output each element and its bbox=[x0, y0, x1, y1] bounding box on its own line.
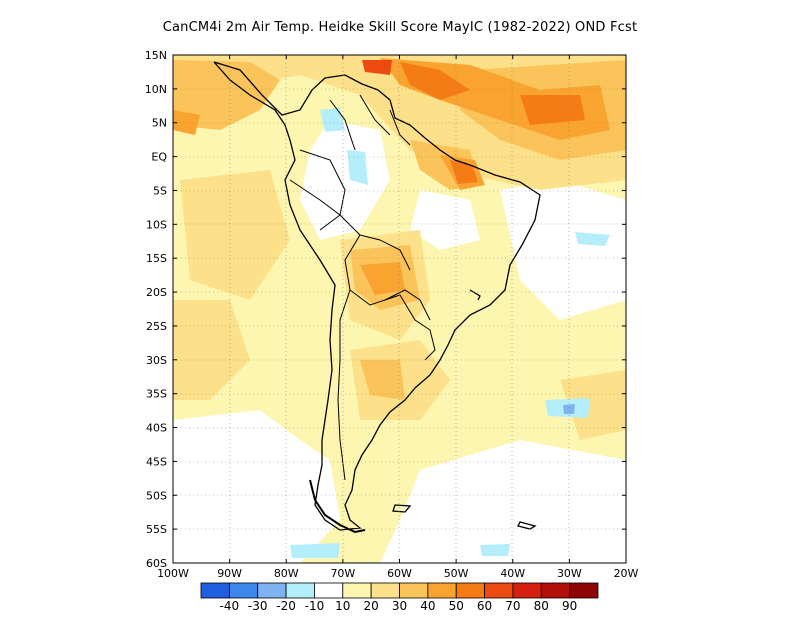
lat-tick-label: 25S bbox=[146, 320, 167, 333]
chart-title: CanCM4i 2m Air Temp. Heidke Skill Score … bbox=[162, 20, 638, 35]
lat-tick-label: 50S bbox=[146, 489, 167, 502]
colorbar-swatch bbox=[484, 582, 514, 599]
colorbar-label: -10 bbox=[305, 599, 325, 613]
colorbar-label: 20 bbox=[364, 599, 379, 613]
colorbar-swatch bbox=[370, 582, 400, 599]
lon-tick-label: 80W bbox=[274, 567, 299, 580]
colorbar-swatch bbox=[257, 582, 287, 599]
colorbar-swatch bbox=[200, 582, 230, 599]
lon-tick-label: 90W bbox=[217, 567, 242, 580]
colorbar-label: 40 bbox=[420, 599, 435, 613]
lat-tick-label: 15S bbox=[146, 252, 167, 265]
lat-tick-label: 10S bbox=[146, 218, 167, 231]
colorbar: -40 -30 -20 -10 10 20 30 40 50 60 70 80 90 bbox=[200, 582, 599, 613]
colorbar-label: 10 bbox=[335, 599, 350, 613]
longitude-axis: 100W 90W 80W 70W 60W 50W 40W 30W 20W bbox=[157, 567, 638, 580]
lat-tick-label: 60S bbox=[146, 557, 167, 570]
lon-tick-label: 100W bbox=[157, 567, 189, 580]
colorbar-swatch bbox=[569, 582, 599, 599]
lat-tick-label: 45S bbox=[146, 455, 167, 468]
lon-tick-label: 20W bbox=[614, 567, 639, 580]
lat-tick-label: 30S bbox=[146, 354, 167, 367]
skill-score-field bbox=[173, 55, 626, 563]
colorbar-label: 60 bbox=[477, 599, 492, 613]
colorbar-label: 30 bbox=[392, 599, 407, 613]
lat-tick-label: 40S bbox=[146, 422, 167, 435]
lon-tick-label: 50W bbox=[444, 567, 469, 580]
colorbar-label: 70 bbox=[505, 599, 520, 613]
colorbar-label: -30 bbox=[248, 599, 268, 613]
lat-tick-label: 5S bbox=[153, 184, 167, 197]
axis-ticks bbox=[172, 54, 627, 564]
colorbar-label: -40 bbox=[220, 599, 240, 613]
lat-tick-label: 35S bbox=[146, 388, 167, 401]
country-borders bbox=[289, 94, 436, 481]
colorbar-label: 80 bbox=[534, 599, 549, 613]
lat-tick-label: 5N bbox=[152, 117, 167, 130]
colorbar-swatch bbox=[512, 582, 542, 599]
grid-lines bbox=[173, 55, 626, 563]
colorbar-swatch bbox=[228, 582, 259, 599]
lat-tick-label: 55S bbox=[146, 523, 167, 536]
lon-tick-label: 70W bbox=[330, 567, 355, 580]
colorbar-swatch bbox=[285, 582, 315, 599]
colorbar-swatch bbox=[427, 582, 457, 599]
lat-tick-label: 15N bbox=[145, 49, 167, 62]
latitude-axis: 15N 10N 5N EQ 5S 10S 15S 20S 25S 30S 35S 40S 45S 50S 5… bbox=[145, 49, 168, 570]
lon-tick-label: 40W bbox=[500, 567, 525, 580]
colorbar-label: 90 bbox=[562, 599, 577, 613]
colorbar-swatch bbox=[342, 582, 372, 599]
colorbar-swatch bbox=[399, 582, 429, 599]
colorbar-swatch bbox=[540, 582, 571, 599]
colorbar-label: -20 bbox=[276, 599, 296, 613]
lon-tick-label: 30W bbox=[557, 567, 582, 580]
lat-tick-label: 20S bbox=[146, 286, 167, 299]
lon-tick-label: 60W bbox=[387, 567, 412, 580]
lat-tick-label: 10N bbox=[145, 83, 167, 96]
colorbar-swatch bbox=[455, 582, 485, 599]
lat-tick-label: EQ bbox=[151, 151, 167, 164]
colorbar-label: 50 bbox=[449, 599, 464, 613]
colorbar-swatch bbox=[314, 582, 344, 599]
